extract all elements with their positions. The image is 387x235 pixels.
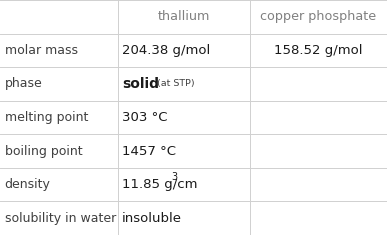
Text: solid: solid (122, 77, 159, 91)
Text: phase: phase (5, 77, 43, 90)
Text: (at STP): (at STP) (157, 79, 194, 88)
Text: copper phosphate: copper phosphate (260, 10, 377, 23)
Text: 303 °C: 303 °C (122, 111, 168, 124)
Text: 3: 3 (171, 172, 178, 182)
Text: 11.85 g/cm: 11.85 g/cm (122, 178, 197, 191)
Text: melting point: melting point (5, 111, 88, 124)
Text: 204.38 g/mol: 204.38 g/mol (122, 44, 210, 57)
Text: boiling point: boiling point (5, 145, 82, 158)
Text: 158.52 g/mol: 158.52 g/mol (274, 44, 363, 57)
Text: molar mass: molar mass (5, 44, 78, 57)
Text: density: density (5, 178, 51, 191)
Text: solubility in water: solubility in water (5, 212, 116, 225)
Text: 1457 °C: 1457 °C (122, 145, 176, 158)
Text: thallium: thallium (158, 10, 210, 23)
Text: insoluble: insoluble (122, 212, 182, 225)
